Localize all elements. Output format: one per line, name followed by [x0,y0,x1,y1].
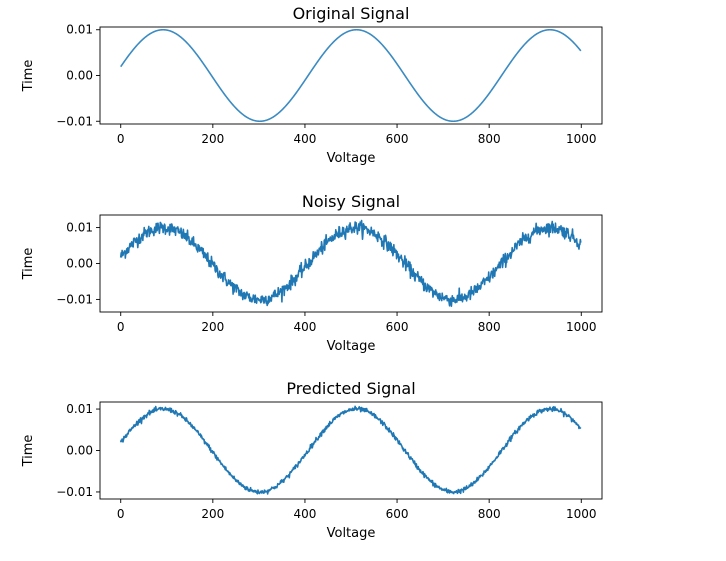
x-axis-label: Voltage [327,526,376,541]
x-tick-label: 600 [386,507,409,521]
y-tick-label: 0.00 [66,444,93,458]
series-line [119,219,582,307]
subplot-1: Original Signal 0 200 400 600 800 1000 0.01 0.00… [21,4,603,166]
x-tick-label: 0 [117,132,125,146]
y-axis-label: Time [21,435,36,468]
subplot-3: Predicted Signal 0 200 400 600 800 1000 0.01 0.0… [21,379,603,541]
axes-frame [99,401,603,500]
y-axis-label: Time [21,248,36,281]
y-tick-label: 0.00 [66,69,93,83]
y-tick-label: −0.01 [56,114,93,128]
y-tick-label: −0.01 [56,292,93,306]
x-tick-label: 200 [201,320,224,334]
x-axis-label: Voltage [327,339,376,354]
y-tick-label: 0.00 [66,257,93,271]
x-tick-label: 0 [117,507,125,521]
y-tick-label: 0.01 [66,23,93,37]
subplot-2: Noisy Signal 0 200 400 600 800 1000 0.01 0.00 −0.… [21,192,603,354]
x-tick-label: 200 [201,132,224,146]
series-line [120,28,582,123]
subplot-title: Predicted Signal [286,379,415,398]
x-tick-label: 800 [478,132,501,146]
x-tick-label: 1000 [566,507,597,521]
x-tick-label: 1000 [566,132,597,146]
x-tick-label: 400 [293,507,316,521]
subplot-title: Original Signal [293,4,410,23]
y-tick-label: −0.01 [56,485,93,499]
x-tick-label: 200 [201,507,224,521]
x-tick-label: 0 [117,320,125,334]
x-tick-label: 800 [478,320,501,334]
x-tick-label: 400 [293,320,316,334]
series-line [119,405,582,495]
y-axis-label: Time [21,60,36,93]
x-tick-label: 600 [386,320,409,334]
y-tick-label: 0.01 [66,402,93,416]
x-tick-label: 600 [386,132,409,146]
x-axis-label: Voltage [327,151,376,166]
x-tick-label: 400 [293,132,316,146]
x-tick-label: 1000 [566,320,597,334]
y-tick-label: 0.01 [66,221,93,235]
x-tick-label: 800 [478,507,501,521]
subplot-title: Noisy Signal [302,192,400,211]
